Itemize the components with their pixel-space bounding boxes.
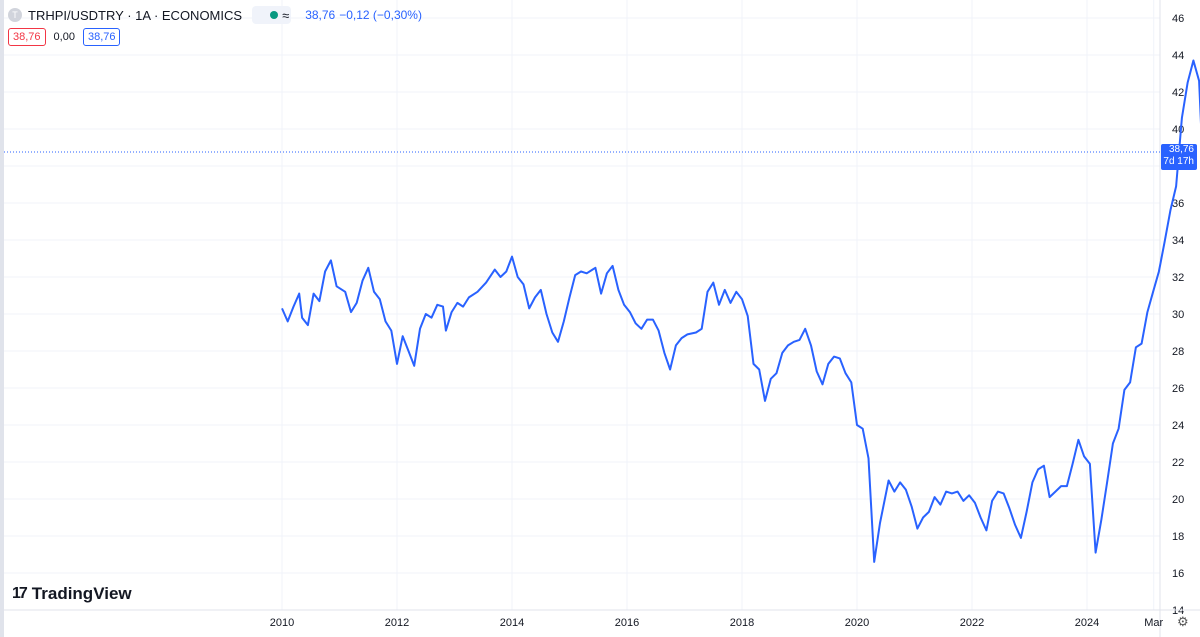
x-tick-label: 2024 [1075,617,1099,629]
y-tick-label: 26 [1172,383,1184,395]
x-tick-label: 2022 [960,617,984,629]
legend-header: T TRHPI/USDTRY · 1A · ECONOMICS ≈ 38,76 … [8,5,422,25]
settings-gear-icon[interactable]: ⚙ [1177,614,1189,629]
y-tick-label: 28 [1172,346,1184,358]
approx-icon: ≈ [282,7,290,23]
y-tick-label: 34 [1172,235,1184,247]
symbol-icon: T [8,8,22,22]
y-tick-label: 18 [1172,531,1184,543]
price-boxes: 38,76 0,00 38,76 [8,28,121,46]
tradingview-logo-text: TradingView [31,584,132,603]
price-axis-tag: 38,76 7d 17h [1161,144,1197,170]
tradingview-logo-icon: 17 [12,585,28,602]
x-tick-label: 2016 [615,617,639,629]
y-tick-label: 20 [1172,494,1184,506]
grid-layer [4,0,1160,611]
y-axis: 1416182022242628303234363840424446 [1172,13,1184,617]
tradingview-logo[interactable]: 17 TradingView [12,584,132,604]
spread-value: 0,00 [53,31,75,43]
y-tick-label: 46 [1172,13,1184,25]
change-value: −0,12 (−0,30%) [339,8,422,22]
x-tick-label: 2012 [385,617,409,629]
x-tick-label: 2010 [270,617,294,629]
status-pill[interactable]: ≈ [252,6,292,24]
y-tick-label: 42 [1172,87,1184,99]
y-tick-label: 14 [1172,605,1184,617]
last-value: 38,76 [305,8,336,22]
buy-box[interactable]: 38,76 [82,28,121,46]
y-tick-label: 44 [1172,50,1184,62]
y-tick-label: 22 [1172,457,1184,469]
price-tag-value: 38,76 [1168,144,1194,155]
market-status-icon [270,11,279,19]
x-axis: 2010 2012 2014 2016 2018 2020 2022 2024 Mar [4,0,1200,637]
x-tick-label: Mar [1144,617,1163,629]
y-tick-label: 30 [1172,309,1184,321]
price-tag-countdown: 7d 17h [1163,156,1194,167]
symbol-title[interactable]: TRHPI/USDTRY · 1A · ECONOMICS [28,7,243,23]
y-tick-label: 36 [1172,198,1184,210]
y-tick-label: 40 [1172,124,1184,136]
x-tick-label: 2020 [845,617,869,629]
x-tick-label: 2014 [500,617,524,629]
price-series-line[interactable] [281,59,1200,563]
y-tick-label: 16 [1172,568,1184,580]
sell-box[interactable]: 38,76 [8,28,46,46]
y-tick-label: 32 [1172,272,1184,284]
x-tick-label: 2018 [730,617,754,629]
y-tick-label: 24 [1172,420,1184,432]
